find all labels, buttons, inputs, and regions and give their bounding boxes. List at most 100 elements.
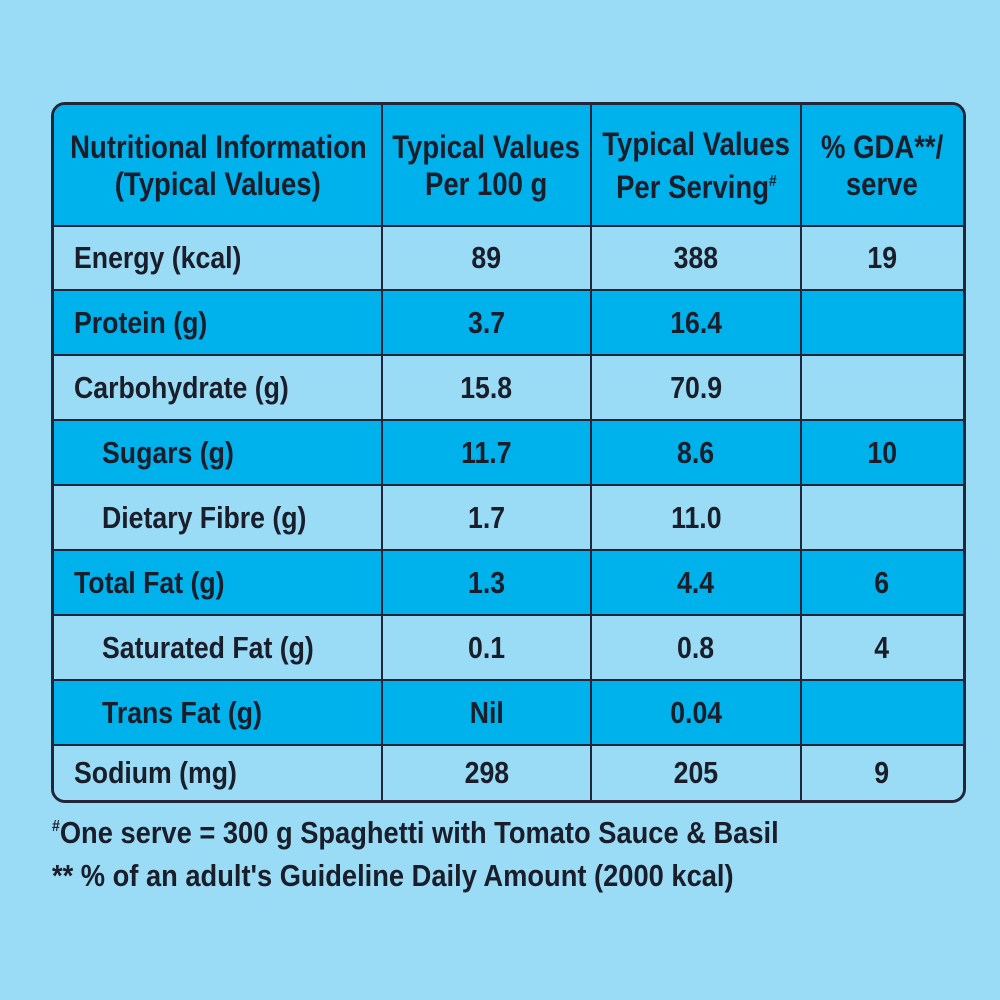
row-gda: 9 (801, 746, 963, 800)
row-label-text: Energy (kcal) (74, 239, 242, 275)
row-label-text: Dietary Fibre (g) (102, 499, 307, 535)
footnote-serving-wrap: #One serve = 300 g Spaghetti with Tomato… (52, 815, 779, 851)
row-label: Dietary Fibre (g) (54, 486, 382, 549)
row-per100-value: 0.1 (467, 629, 506, 665)
row-label: Saturated Fat (g) (54, 616, 382, 679)
row-per-serving: 11.0 (591, 486, 801, 549)
row-per-serving: 70.9 (591, 356, 801, 419)
row-per-serving-value: 11.0 (670, 499, 722, 535)
row-per100-value: 1.3 (467, 564, 506, 600)
row-gda-value: 10 (867, 434, 897, 470)
row-per100: 1.3 (382, 551, 591, 614)
footnote-serving-mark: # (52, 818, 60, 835)
row-divider (54, 419, 963, 421)
header-per-serving: Typical Values Per Serving# (591, 105, 801, 226)
row-divider (54, 225, 963, 227)
row-label: Protein (g) (54, 291, 382, 354)
table-row: Total Fat (g) 1.3 4.4 6 (54, 551, 963, 614)
row-per100: 0.1 (382, 616, 591, 679)
row-label: Sodium (mg) (54, 746, 382, 800)
header-nutritional-information: Nutritional Information (Typical Values) (54, 105, 382, 226)
row-label: Energy (kcal) (54, 226, 382, 289)
row-per-serving: 16.4 (591, 291, 801, 354)
row-per100-value: 11.7 (461, 434, 512, 470)
header-col2-line2: Per 100 g (425, 165, 548, 202)
table-row: Sodium (mg) 298 205 9 (54, 746, 963, 800)
table-row: Protein (g) 3.7 16.4 (54, 291, 963, 354)
row-label-text: Sugars (g) (102, 434, 234, 470)
table-row: Carbohydrate (g) 15.8 70.9 (54, 356, 963, 419)
row-divider (54, 744, 963, 746)
row-label-text: Total Fat (g) (74, 564, 225, 600)
header-gda: % GDA**/ serve (801, 105, 963, 226)
header-col3-mark: # (768, 172, 777, 190)
row-per100: Nil (382, 681, 591, 744)
row-per100-value: 1.7 (467, 499, 506, 535)
footnote-serving-text: One serve = 300 g Spaghetti with Tomato … (59, 815, 779, 850)
row-per-serving: 4.4 (591, 551, 801, 614)
row-per100-value: 15.8 (460, 369, 513, 405)
row-gda (801, 356, 963, 419)
table-row: Trans Fat (g) Nil 0.04 (54, 681, 963, 744)
row-per100-value: 298 (464, 755, 509, 790)
row-per-serving-value: 0.8 (677, 629, 715, 665)
row-per-serving: 8.6 (591, 421, 801, 484)
row-per-serving: 0.04 (591, 681, 801, 744)
row-per-serving-value: 8.6 (677, 434, 715, 470)
header-per-100g: Typical Values Per 100 g (382, 105, 591, 226)
header-col2-line1: Typical Values (392, 128, 581, 165)
row-gda: 6 (801, 551, 963, 614)
column-divider (800, 105, 802, 800)
header-col3-line2-wrap: Per Serving# (616, 163, 777, 206)
table-header-row: Nutritional Information (Typical Values)… (54, 105, 963, 226)
row-per100-value: 3.7 (467, 304, 506, 340)
header-col1-line2: (Typical Values) (115, 165, 321, 202)
row-label-text: Sodium (mg) (74, 755, 237, 790)
row-label-text: Trans Fat (g) (102, 694, 262, 730)
row-per100: 1.7 (382, 486, 591, 549)
row-label: Total Fat (g) (54, 551, 382, 614)
row-divider (54, 549, 963, 551)
row-label-text: Saturated Fat (g) (102, 629, 314, 665)
row-gda-value: 9 (874, 755, 890, 790)
header-col3-line2: Per Serving (615, 168, 769, 205)
row-gda-value: 19 (867, 239, 897, 275)
row-per-serving: 205 (591, 746, 801, 800)
table-row: Dietary Fibre (g) 1.7 11.0 (54, 486, 963, 549)
row-divider (54, 614, 963, 616)
column-divider (381, 105, 383, 800)
row-gda: 10 (801, 421, 963, 484)
row-divider (54, 679, 963, 681)
header-col3-line1: Typical Values (602, 125, 790, 162)
row-label-text: Carbohydrate (g) (74, 369, 289, 405)
row-per100-value: Nil (469, 694, 504, 730)
row-per100: 11.7 (382, 421, 591, 484)
row-per100: 298 (382, 746, 591, 800)
nutrition-grid: Nutritional Information (Typical Values)… (54, 105, 963, 800)
row-label: Trans Fat (g) (54, 681, 382, 744)
row-per100-value: 89 (471, 239, 502, 275)
table-row: Sugars (g) 11.7 8.6 10 (54, 421, 963, 484)
row-label: Carbohydrate (g) (54, 356, 382, 419)
row-per-serving-value: 4.4 (677, 564, 715, 600)
row-per-serving: 388 (591, 226, 801, 289)
row-per-serving-value: 388 (673, 239, 719, 275)
row-gda-value: 4 (874, 629, 890, 665)
row-per-serving-value: 16.4 (670, 304, 722, 340)
table-row: Energy (kcal) 89 388 19 (54, 226, 963, 289)
footnote-serving: #One serve = 300 g Spaghetti with Tomato… (52, 815, 878, 851)
footnote-gda-text: ** % of an adult's Guideline Daily Amoun… (52, 858, 734, 893)
row-per-serving-value: 70.9 (670, 369, 722, 405)
header-col4-line2: serve (846, 165, 918, 202)
row-per-serving: 0.8 (591, 616, 801, 679)
row-gda: 4 (801, 616, 963, 679)
header-col4-line1: % GDA**/ (820, 128, 944, 165)
table-row: Saturated Fat (g) 0.1 0.8 4 (54, 616, 963, 679)
row-divider (54, 484, 963, 486)
column-divider (590, 105, 592, 800)
row-label: Sugars (g) (54, 421, 382, 484)
row-gda (801, 291, 963, 354)
row-gda: 19 (801, 226, 963, 289)
row-per-serving-value: 205 (673, 755, 719, 790)
